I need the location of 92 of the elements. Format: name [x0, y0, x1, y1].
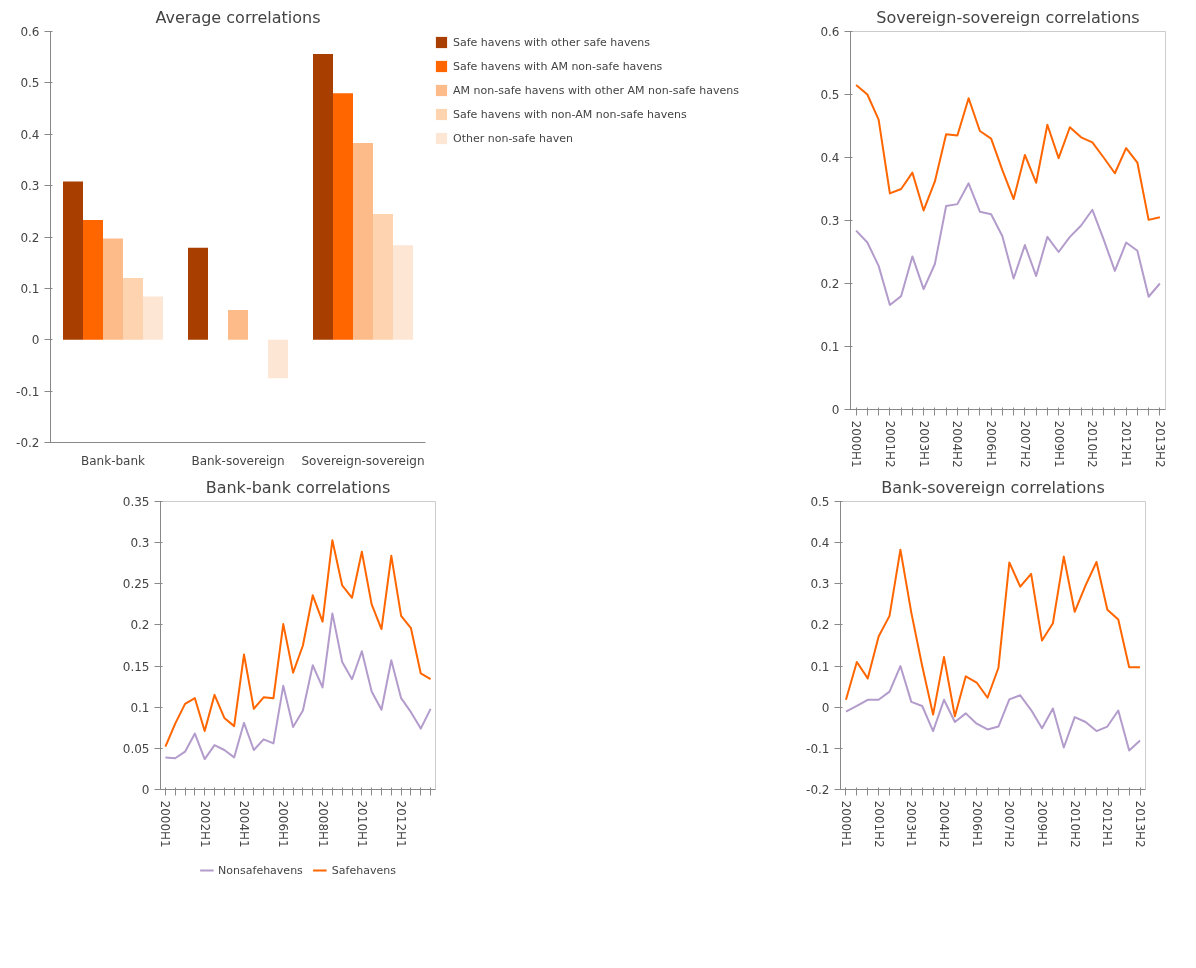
x-tick-label: 2012H1 — [1119, 420, 1134, 468]
y-tick-label: 0.1 — [20, 281, 40, 296]
y-tick-label: 0.05 — [122, 741, 150, 756]
y-tick-label: 0.4 — [20, 127, 40, 142]
bar — [63, 181, 83, 340]
y-tick-label: 0.25 — [122, 577, 150, 592]
bar — [228, 309, 248, 340]
y-tick-label: 0.2 — [820, 277, 840, 291]
y-tick-label: 0.1 — [130, 700, 150, 715]
legend-label: Safe havens with non-AM non-safe havens — [453, 107, 687, 121]
line-series — [844, 548, 1142, 718]
x-tick-label: 2010H2 — [1067, 800, 1082, 848]
bar — [83, 220, 103, 340]
x-tick-label: 2006H1 — [969, 800, 984, 848]
y-tick-label: -0.1 — [806, 741, 830, 756]
bar — [188, 247, 208, 340]
x-tick-label: 2012H1 — [394, 800, 409, 848]
x-tick-label: 2009H1 — [1051, 420, 1066, 468]
y-tick-label: 0.6 — [820, 25, 840, 39]
bar — [313, 54, 333, 340]
y-tick-label: 0.15 — [122, 659, 150, 674]
x-tick-label: 2010H2 — [1085, 420, 1100, 468]
y-tick-label: 0 — [141, 783, 150, 797]
legend-label: Safe havens with AM non-safe havens — [453, 59, 663, 73]
x-tick-label: 2012H1 — [1100, 800, 1115, 848]
y-tick-label: 0.4 — [820, 151, 840, 165]
line-series — [844, 665, 1142, 752]
y-tick-label: 0.3 — [130, 536, 150, 551]
x-tick-label: 2013H2 — [1133, 800, 1148, 848]
x-tick-label: 2004H1 — [236, 800, 251, 848]
legend-label: Safe havens with other safe havens — [453, 35, 650, 49]
x-tick-label: Bank-bank — [81, 453, 146, 468]
y-tick-label: 0 — [31, 333, 40, 348]
bar — [103, 238, 123, 340]
line-series — [855, 84, 1161, 221]
bar — [393, 245, 413, 340]
x-tick-label: 2001H2 — [871, 800, 886, 848]
x-tick-label: 2003H1 — [904, 800, 919, 848]
line-series — [164, 539, 432, 748]
y-tick-label: 0.4 — [810, 536, 830, 551]
line-series — [164, 612, 432, 761]
x-tick-label: 2007H2 — [1017, 420, 1032, 468]
bar — [123, 278, 143, 340]
bar — [143, 296, 163, 340]
x-tick-label: 2000H1 — [849, 420, 864, 468]
x-tick-label: 2000H1 — [158, 800, 173, 848]
y-tick-label: 0.2 — [130, 618, 150, 633]
x-tick-label: 2001H2 — [882, 420, 897, 468]
legend-label: Safehavens — [331, 863, 396, 877]
x-tick-label: 2009H1 — [1035, 800, 1050, 848]
y-tick-label: 0.35 — [122, 495, 150, 509]
x-tick-label: Sovereign-sovereign — [301, 453, 425, 468]
x-tick-label: 2013H2 — [1152, 420, 1167, 468]
y-tick-label: 0.3 — [810, 577, 830, 592]
x-tick-label: 2007H2 — [1002, 800, 1017, 848]
line-series — [855, 182, 1161, 306]
x-tick-label: 2004H2 — [950, 420, 965, 468]
y-tick-label: -0.2 — [806, 783, 830, 797]
y-tick-label: -0.1 — [16, 384, 40, 399]
x-tick-label: 2004H2 — [936, 800, 951, 848]
x-tick-label: 2002H1 — [197, 800, 212, 848]
y-tick-label: -0.2 — [16, 436, 40, 450]
x-tick-label: Bank-sovereign — [191, 453, 285, 468]
chart-title: Bank-bank correlations — [205, 477, 391, 497]
x-tick-label: 2010H1 — [354, 800, 369, 848]
y-tick-label: 0.2 — [20, 230, 40, 245]
y-tick-label: 0 — [831, 403, 840, 417]
y-tick-label: 0.5 — [20, 76, 40, 91]
x-tick-label: 2006H1 — [984, 420, 999, 468]
y-tick-label: 0.1 — [810, 659, 830, 674]
y-tick-label: 0 — [821, 700, 830, 715]
y-tick-label: 0.5 — [810, 495, 830, 509]
bar — [373, 213, 393, 340]
legend-label: Other non-safe haven — [453, 131, 573, 145]
y-tick-label: 0.5 — [820, 88, 840, 102]
x-tick-label: 2008H1 — [315, 800, 330, 848]
y-tick-label: 0.2 — [810, 618, 830, 633]
y-tick-label: 0.3 — [20, 179, 40, 194]
legend-label: Nonsafehavens — [218, 863, 303, 877]
chart-title: Average correlations — [155, 7, 321, 27]
bar — [353, 142, 373, 340]
bar — [333, 93, 353, 340]
y-tick-label: 0.6 — [20, 25, 40, 39]
legend-label: AM non-safe havens with other AM non-safe havens — [453, 83, 740, 97]
bar — [268, 339, 288, 379]
x-tick-label: 2006H1 — [276, 800, 291, 848]
y-tick-label: 0.1 — [820, 340, 840, 354]
x-tick-label: 2000H1 — [838, 800, 853, 848]
y-tick-label: 0.3 — [820, 214, 840, 228]
chart-title: Bank-sovereign correlations — [881, 477, 1105, 497]
chart-title: Sovereign-sovereign correlations — [876, 7, 1140, 27]
x-tick-label: 2003H1 — [916, 420, 931, 468]
